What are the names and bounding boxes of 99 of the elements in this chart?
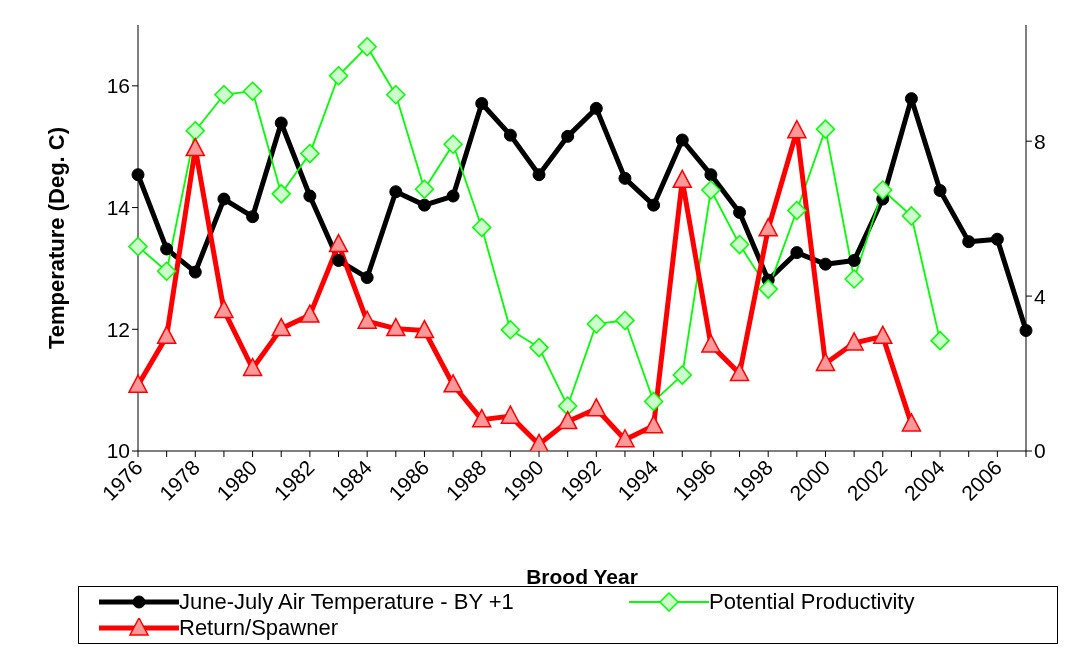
point (733, 205, 747, 219)
point (414, 319, 435, 339)
point (647, 198, 661, 212)
point (529, 337, 549, 358)
point (672, 365, 693, 385)
point (160, 242, 174, 256)
y2-tick-label: 0 (1034, 439, 1046, 463)
point (589, 101, 603, 115)
point (787, 119, 807, 139)
point (303, 189, 317, 203)
point (475, 97, 489, 111)
point (586, 314, 607, 334)
y-tick-label: 10 (106, 439, 130, 463)
point (672, 169, 693, 189)
y-tick-label: 16 (106, 74, 130, 98)
legend-label: Return/Spawner (179, 615, 338, 641)
point (990, 232, 1004, 246)
y-axis-title: Temperature (Deg. C) (43, 126, 69, 350)
point (242, 81, 263, 101)
point (758, 279, 778, 299)
point (417, 198, 431, 212)
point (790, 246, 804, 260)
point (557, 396, 578, 416)
point (561, 129, 575, 143)
point (675, 133, 689, 147)
point (357, 310, 377, 330)
point (443, 374, 463, 393)
point (471, 408, 492, 428)
point (844, 269, 864, 289)
point (643, 391, 664, 412)
point (386, 84, 406, 105)
point (389, 185, 403, 199)
point (873, 180, 893, 200)
point (904, 92, 918, 106)
point (332, 254, 346, 268)
point (185, 137, 206, 157)
point (271, 317, 291, 337)
point (815, 352, 836, 372)
point (156, 325, 177, 345)
point (847, 254, 861, 268)
point (414, 179, 435, 199)
point (128, 236, 148, 257)
point (729, 362, 750, 382)
point (242, 357, 263, 377)
point (901, 206, 922, 226)
point (443, 134, 463, 155)
point (300, 304, 320, 323)
point (532, 168, 546, 182)
point (214, 299, 234, 319)
y-tick-label: 14 (106, 196, 131, 220)
point (1019, 324, 1033, 337)
point (933, 184, 947, 198)
point (615, 429, 635, 448)
point (815, 119, 836, 139)
point (618, 171, 632, 185)
legend-label: Potential Productivity (709, 589, 915, 615)
point (386, 317, 406, 337)
y-tick-label: 12 (106, 317, 130, 341)
point (704, 168, 718, 182)
y2-tick-label: 4 (1034, 284, 1046, 308)
point (156, 261, 177, 282)
point (557, 410, 578, 430)
point (188, 265, 202, 279)
point (131, 168, 145, 182)
point (729, 234, 750, 255)
point (128, 374, 148, 393)
point (328, 65, 349, 86)
point (615, 310, 635, 331)
point (758, 217, 778, 237)
point (500, 320, 521, 340)
point (503, 128, 517, 142)
point (300, 143, 320, 164)
x-axis-title: Brood Year (526, 565, 638, 588)
point (873, 325, 893, 345)
point (787, 200, 807, 221)
point (529, 433, 549, 451)
point (446, 189, 460, 203)
point (360, 271, 374, 285)
legend-label: June-July Air Temperature - BY +1 (179, 589, 514, 615)
point (357, 36, 377, 57)
point (271, 184, 291, 204)
point (701, 180, 721, 200)
point (643, 415, 664, 434)
point (500, 405, 521, 424)
point (217, 192, 231, 206)
point (844, 332, 864, 351)
point (901, 413, 922, 432)
point (185, 120, 206, 141)
point (274, 116, 288, 130)
point (930, 330, 950, 351)
point (818, 257, 832, 271)
point (586, 398, 607, 417)
point (246, 210, 260, 224)
y2-tick-label: 8 (1034, 129, 1046, 153)
point (328, 233, 349, 253)
point (701, 334, 721, 353)
point (214, 84, 234, 105)
point (471, 217, 492, 238)
point (962, 235, 976, 249)
